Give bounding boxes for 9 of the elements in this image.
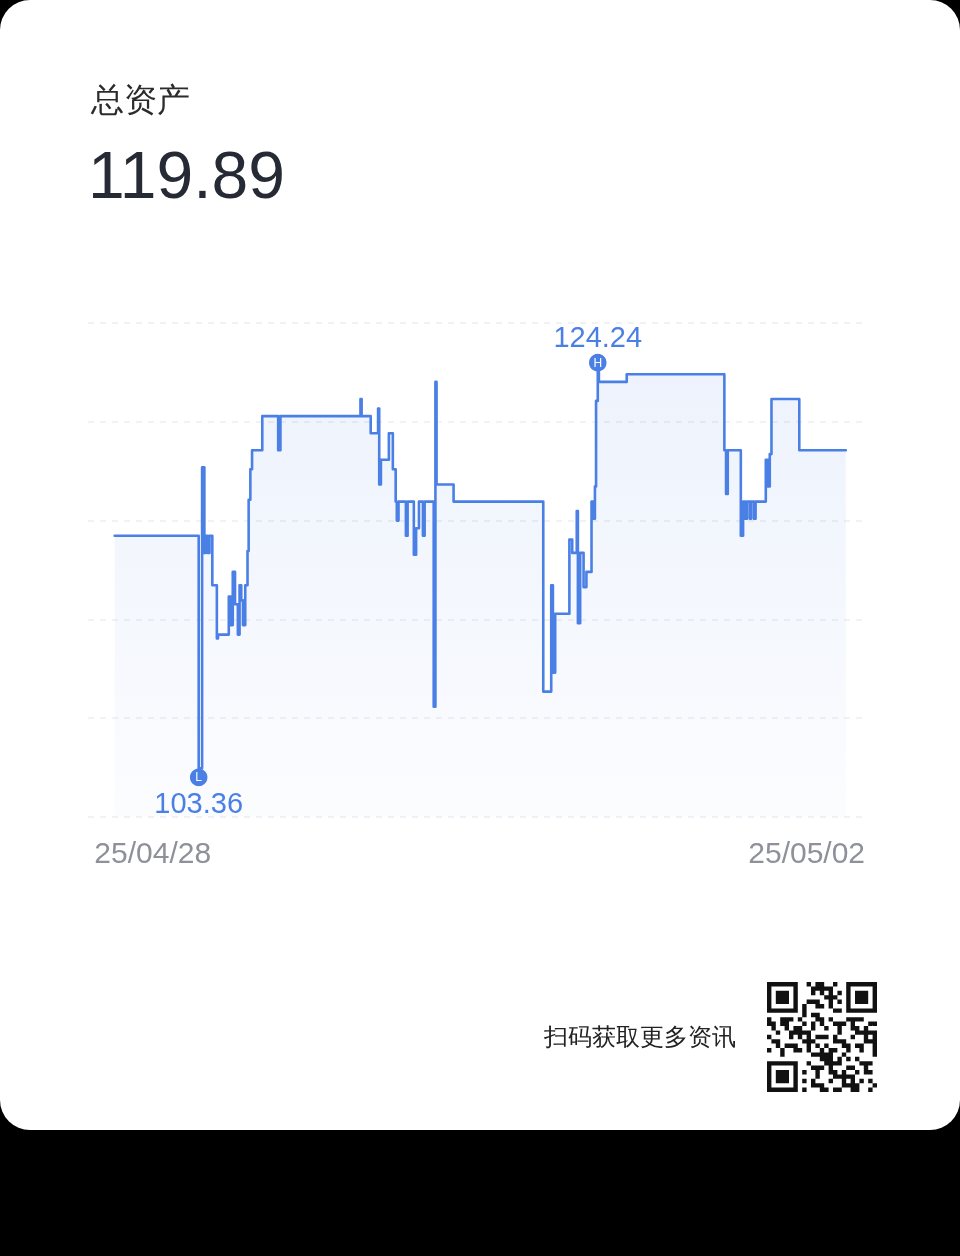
data-label: 103.36 (154, 786, 244, 819)
annotation: H (593, 355, 603, 370)
x-tick-label: 25/05/02 (748, 835, 866, 869)
chart-subtitle: 119.89 (88, 137, 285, 214)
annotation: L (195, 770, 203, 785)
text: 扫码获取更多资讯 (544, 1022, 736, 1052)
data-label: 124.24 (553, 321, 643, 354)
chart-title: 总资产 (91, 80, 190, 120)
x-tick-label: 25/04/28 (94, 835, 212, 869)
